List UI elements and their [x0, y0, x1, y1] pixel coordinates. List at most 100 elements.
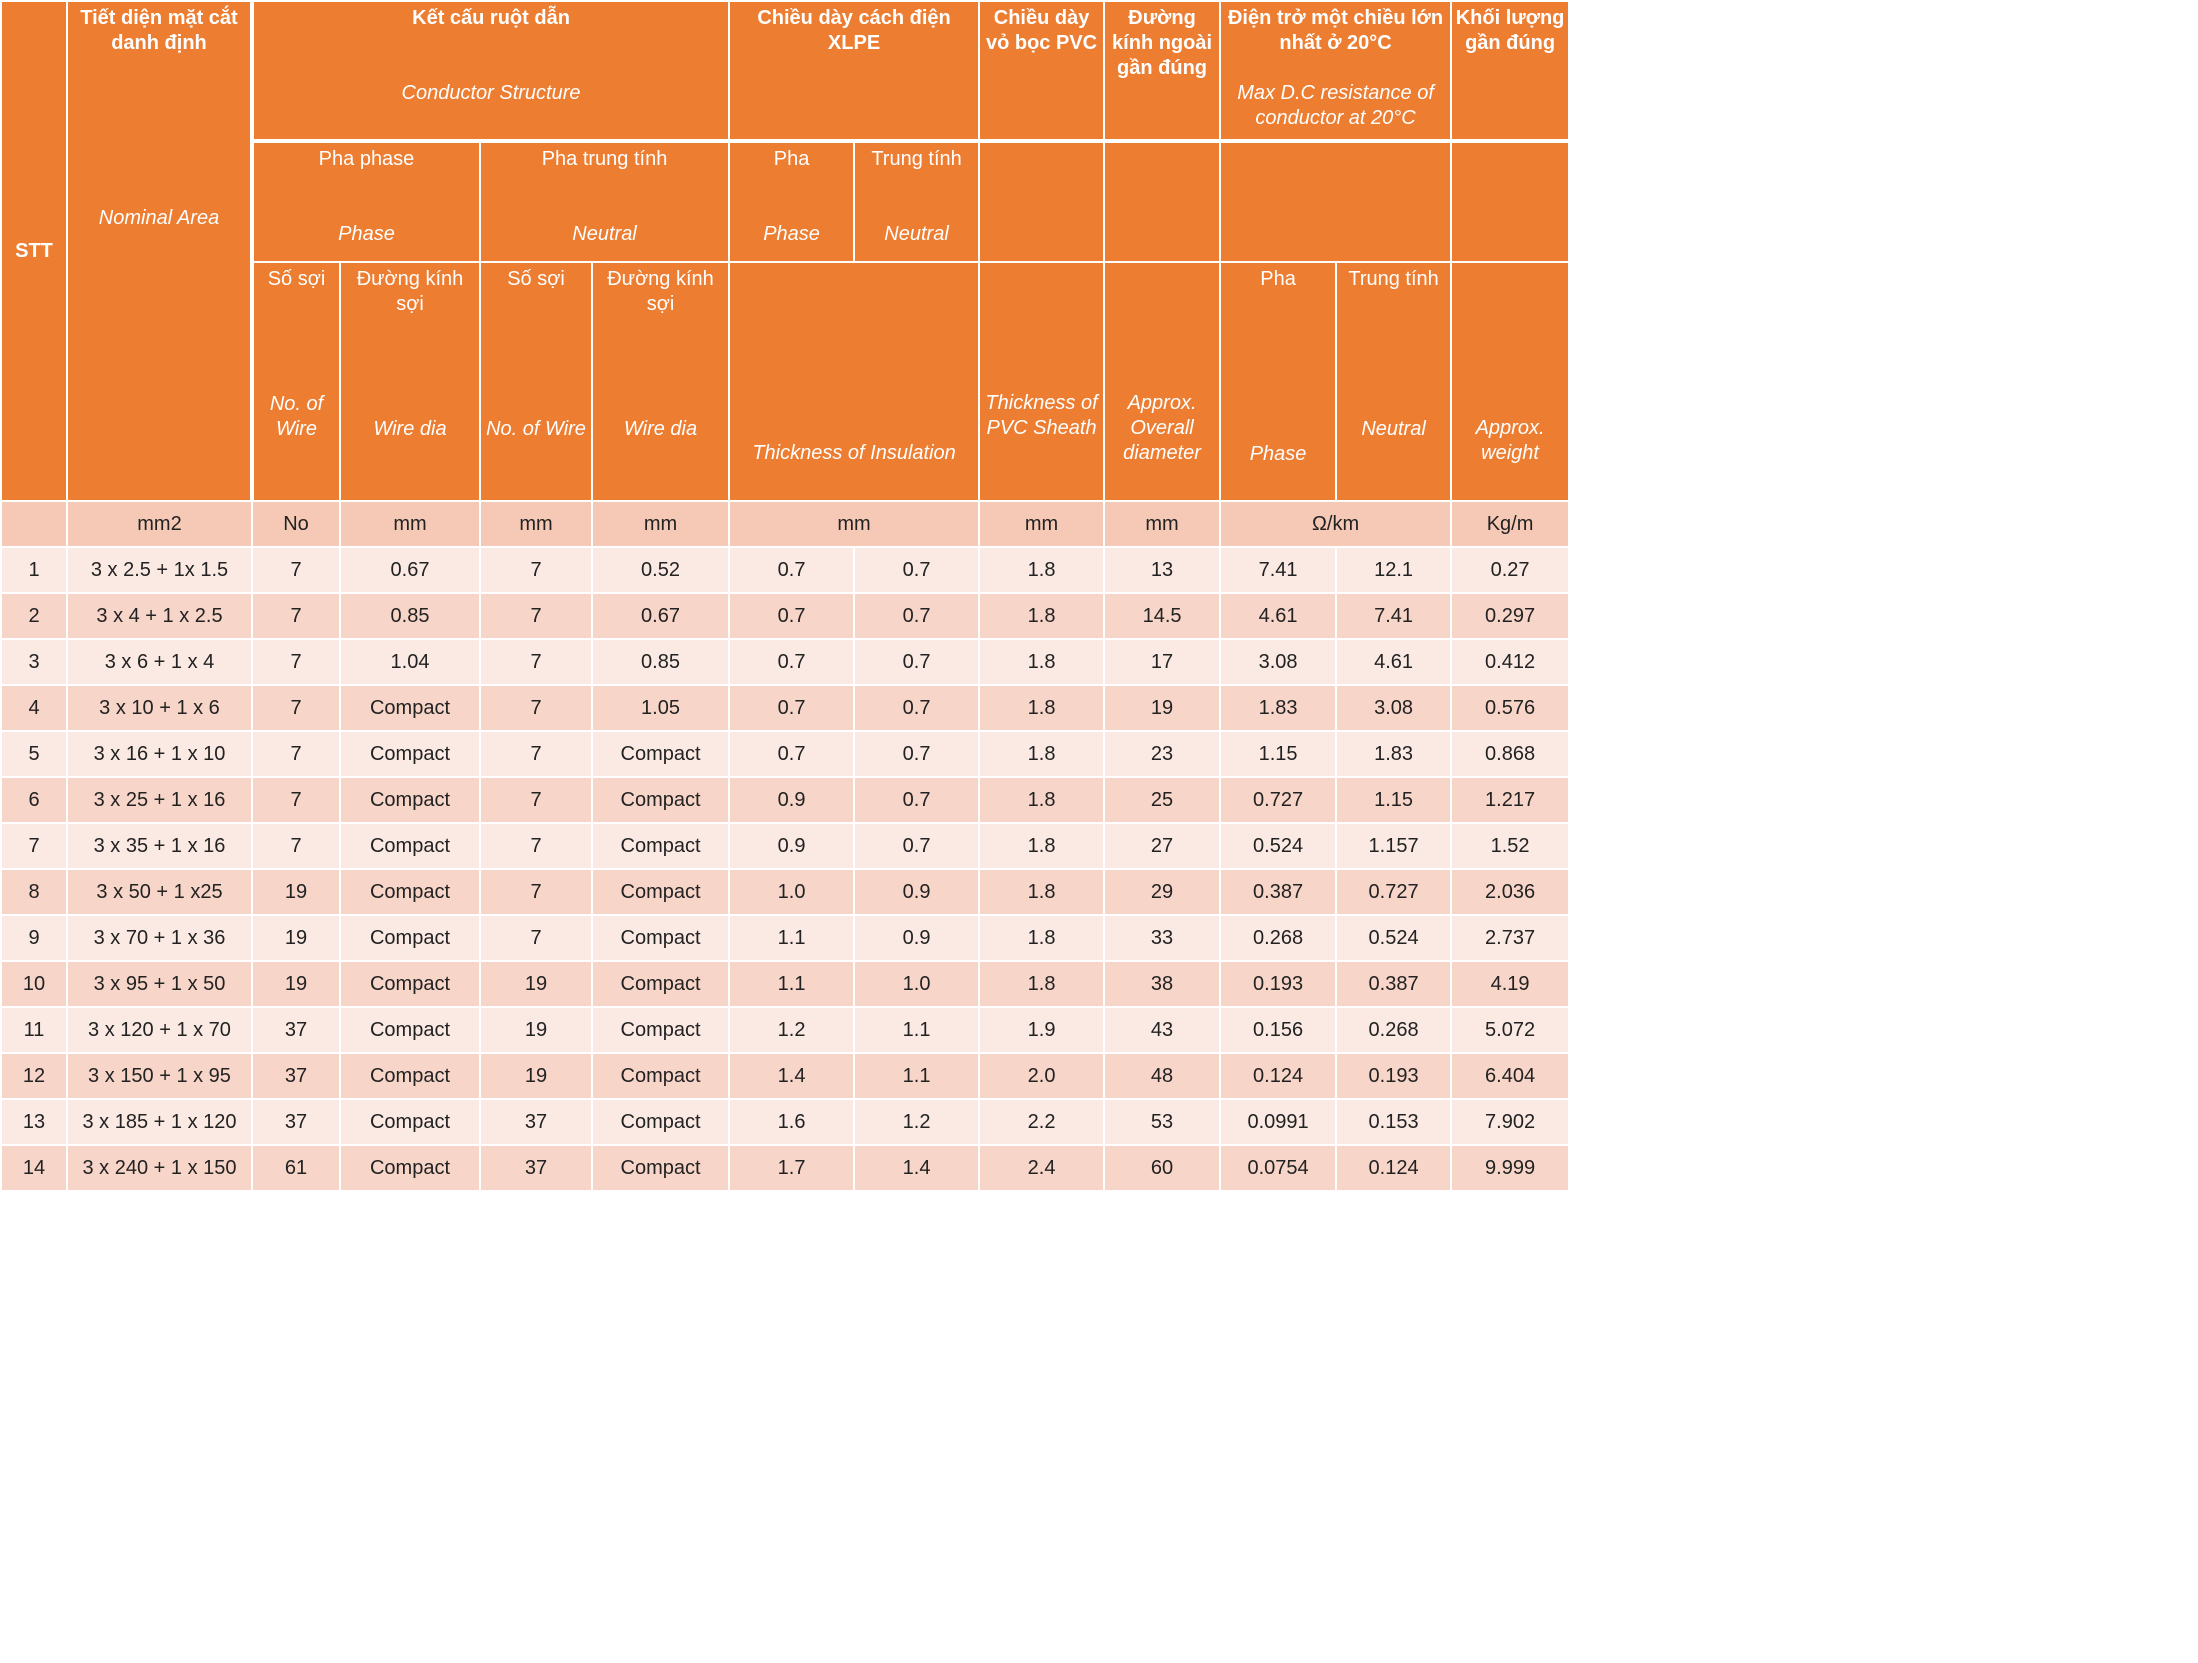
table-cell: 3 x 4 + 1 x 2.5 [66, 592, 253, 640]
header-sheath-blank [978, 139, 1106, 263]
unit-cell: mm [728, 500, 981, 548]
table-cell: 1.83 [1219, 684, 1338, 732]
table-cell: 7 [251, 546, 341, 594]
table-cell: 1.83 [1335, 730, 1453, 778]
table-cell: 10 [0, 960, 68, 1008]
table-cell: 7 [479, 822, 593, 870]
table-cell: 7 [251, 684, 341, 732]
table-cell: 11 [0, 1006, 68, 1054]
table-cell: 7 [251, 592, 341, 640]
table-cell: 3 x 10 + 1 x 6 [66, 684, 253, 732]
table-cell: 1.8 [978, 868, 1106, 916]
table-cell: 8 [0, 868, 68, 916]
table-cell: 1.8 [978, 638, 1106, 686]
table-cell: 9 [0, 914, 68, 962]
header-nominal-area: Tiết diện mặt cắt danh định Nominal Area [66, 0, 254, 502]
table-cell: 7 [479, 684, 593, 732]
table-cell: 7 [479, 868, 593, 916]
table-cell: 0.9 [728, 822, 856, 870]
table-cell: 0.868 [1450, 730, 1571, 778]
table-cell: 1.8 [978, 914, 1106, 962]
table-cell: 1.8 [978, 960, 1106, 1008]
header-approx-weight: Khối lượng gần đúng [1450, 0, 1571, 142]
table-cell: 38 [1103, 960, 1222, 1008]
table-cell: 0.297 [1450, 592, 1571, 640]
header-insulation-thickness-en: Thickness of Insulation [728, 261, 981, 502]
table-cell: Compact [590, 914, 731, 962]
table-cell: 6.404 [1450, 1052, 1571, 1100]
table-cell: 0.7 [853, 546, 981, 594]
table-cell: 0.193 [1219, 960, 1338, 1008]
table-cell: 37 [251, 1006, 341, 1054]
table-cell: 0.124 [1335, 1144, 1453, 1192]
table-cell: 0.7 [853, 822, 981, 870]
table-cell: 19 [251, 914, 341, 962]
table-cell: Compact [339, 868, 481, 916]
table-cell: Compact [339, 1144, 481, 1192]
table-cell: Compact [590, 776, 731, 824]
table-cell: 14.5 [1103, 592, 1222, 640]
table-cell: 33 [1103, 914, 1222, 962]
header-weight-blank [1450, 139, 1571, 263]
header-diameter-en: Approx. Overall diameter [1103, 261, 1222, 502]
table-cell: 1 [0, 546, 68, 594]
table-cell: 12 [0, 1052, 68, 1100]
table-cell: 5.072 [1450, 1006, 1571, 1054]
unit-cell: Kg/m [1450, 500, 1571, 548]
table-cell: 1.1 [853, 1052, 981, 1100]
table-cell: 0.9 [853, 914, 981, 962]
table-cell: 2.4 [978, 1144, 1106, 1192]
table-cell: 3 x 50 + 1 x25 [66, 868, 253, 916]
table-row: 14 3 x 240 + 1 x 150 61 Compact 37 Compact 1.7… [0, 1144, 1571, 1192]
table-cell: Compact [339, 776, 481, 824]
table-cell: 1.1 [853, 1006, 981, 1054]
table-cell: Compact [339, 822, 481, 870]
table-cell: 1.1 [728, 960, 856, 1008]
table-cell: 1.9 [978, 1006, 1106, 1054]
table-cell: 3 x 2.5 + 1x 1.5 [66, 546, 253, 594]
table-cell: Compact [339, 960, 481, 1008]
unit-cell: mm [1103, 500, 1222, 548]
header-neutral-conductor: Pha trung tính Neutral [478, 139, 731, 263]
table-cell: 7.902 [1450, 1098, 1571, 1146]
table-cell: 0.0754 [1219, 1144, 1338, 1192]
table-cell: Compact [590, 1006, 731, 1054]
table-cell: 4.61 [1335, 638, 1453, 686]
table-cell: 7 [0, 822, 68, 870]
table-cell: 1.0 [853, 960, 981, 1008]
table-cell: 7 [479, 592, 593, 640]
table-cell: 0.524 [1219, 822, 1338, 870]
table-cell: 37 [479, 1144, 593, 1192]
table-cell: 1.0 [728, 868, 856, 916]
table-cell: 7 [479, 914, 593, 962]
header-resistance-phase: Pha Phase [1219, 261, 1338, 502]
unit-cell [0, 500, 68, 548]
table-row: 13 3 x 185 + 1 x 120 37 Compact 37 Compact 1.6… [0, 1098, 1571, 1146]
table-cell: 27 [1103, 822, 1222, 870]
table-cell: 3 x 185 + 1 x 120 [66, 1098, 253, 1146]
table-cell: 0.156 [1219, 1006, 1338, 1054]
table-cell: 2.036 [1450, 868, 1571, 916]
table-cell: 3 x 35 + 1 x 16 [66, 822, 253, 870]
table-cell: 0.7 [728, 546, 856, 594]
table-cell: 3.08 [1335, 684, 1453, 732]
table-cell: 0.727 [1335, 868, 1453, 916]
table-cell: 0.7 [728, 638, 856, 686]
table-cell: 1.4 [728, 1052, 856, 1100]
table-cell: 1.52 [1450, 822, 1571, 870]
table-cell: 1.15 [1335, 776, 1453, 824]
table-cell: 0.52 [590, 546, 731, 594]
header-neutral-wire-dia: Đường kính sợi Wire dia [590, 261, 731, 502]
table-cell: 1.8 [978, 684, 1106, 732]
header-weight-en: Approx. weight [1450, 261, 1571, 502]
table-cell: 1.4 [853, 1144, 981, 1192]
table-cell: 3 x 70 + 1 x 36 [66, 914, 253, 962]
table-cell: 6 [0, 776, 68, 824]
header-resistance-neutral: Trung tính Neutral [1335, 261, 1453, 502]
unit-cell: mm2 [66, 500, 253, 548]
table-cell: 4 [0, 684, 68, 732]
